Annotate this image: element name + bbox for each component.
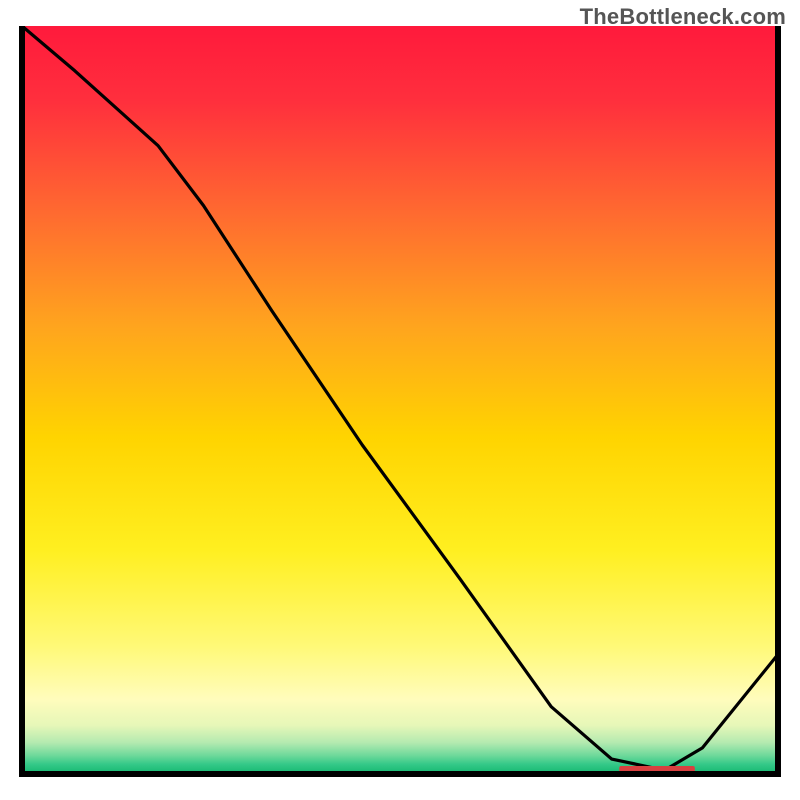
chart-svg	[0, 0, 800, 800]
chart-background	[22, 26, 778, 774]
watermark-text: TheBottleneck.com	[580, 4, 786, 30]
